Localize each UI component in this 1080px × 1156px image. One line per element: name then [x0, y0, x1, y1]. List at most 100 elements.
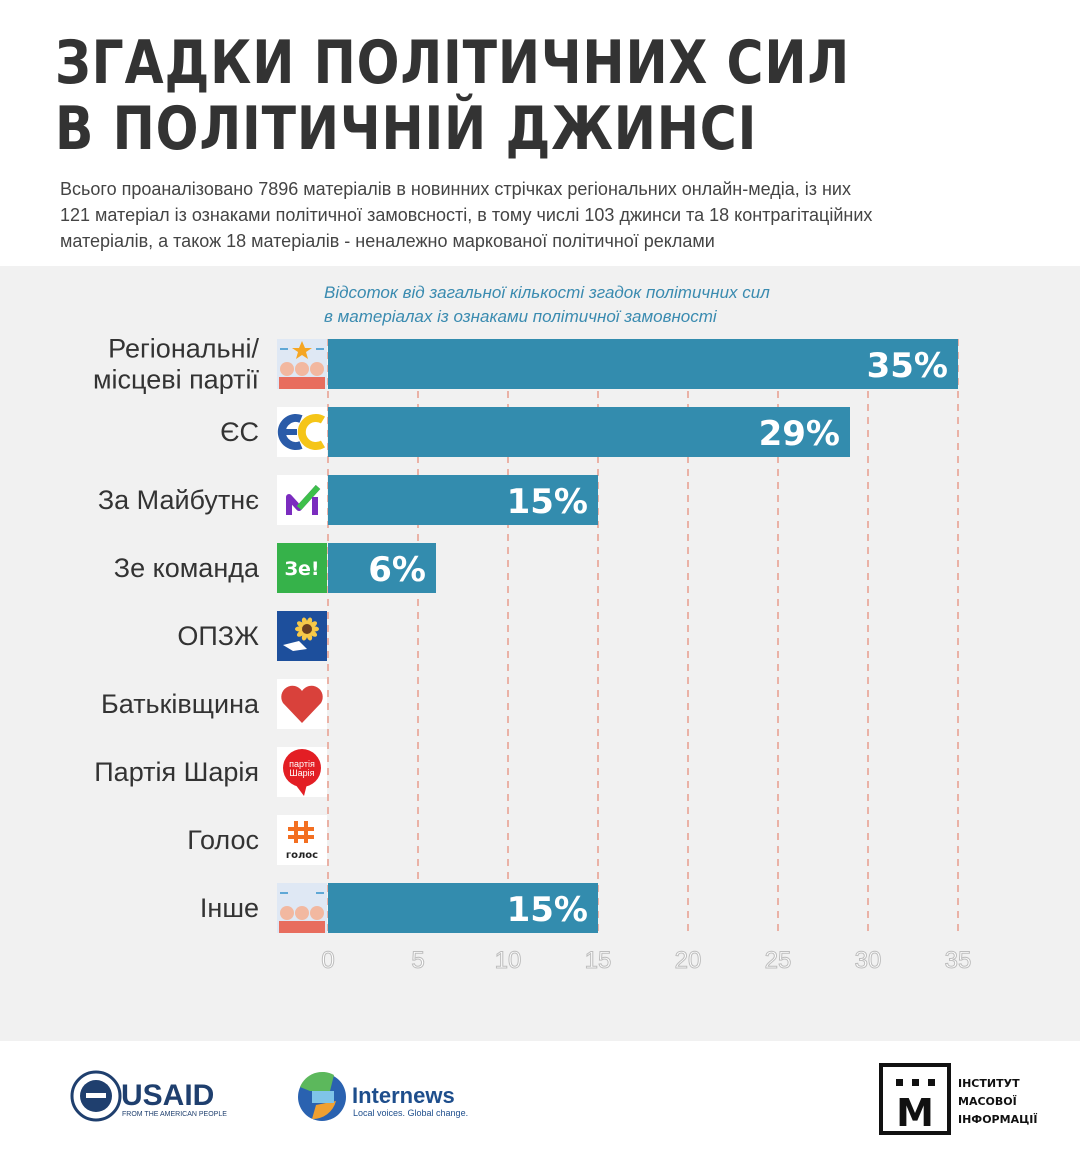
sunflower-petal — [301, 632, 308, 641]
sunflower-petal — [296, 630, 305, 637]
internews-globe-band — [312, 1091, 334, 1103]
internews-tagline: Local voices. Global change. — [353, 1108, 468, 1118]
imi-line-3: ІНФОРМАЦІЇ — [958, 1112, 1037, 1126]
ze-text: Зе! — [284, 558, 319, 580]
people-bodies — [279, 921, 325, 933]
es-logo-icon — [277, 407, 327, 457]
other-party-icon — [277, 883, 327, 933]
usaid-seal-handshake — [86, 1093, 106, 1098]
x-tick-label: 30 — [855, 947, 882, 974]
holos-logo-icon: голос — [277, 815, 327, 865]
person-head — [310, 362, 324, 376]
sunflower-petal — [301, 617, 308, 626]
category-label: Інше — [200, 893, 259, 923]
category-label: ЄС — [220, 417, 259, 447]
sunflower-petal — [296, 621, 305, 628]
za-check-shape — [296, 484, 321, 511]
person-head — [310, 906, 324, 920]
icon-bg — [277, 475, 327, 525]
holos-bar — [304, 821, 308, 843]
person-head — [295, 906, 309, 920]
footer: USAID FROM THE AMERICAN PEOPLE Internews… — [0, 1041, 1080, 1151]
za-m-leg — [312, 497, 318, 515]
sunflower-center — [302, 624, 312, 634]
chart-title-line-2: в матеріалах із ознаками політичної замо… — [324, 307, 717, 326]
chart-title-line-1: Відсоток від загальної кількості згадок … — [324, 283, 770, 302]
x-tick-label: 35 — [945, 947, 972, 974]
x-tick-label: 10 — [495, 947, 522, 974]
za-maibutne-logo-icon — [277, 475, 327, 525]
imi-logo: М ІНСТИТУТ МАСОВОЇ ІНФОРМАЦІЇ — [879, 1063, 1037, 1135]
sunflower-petal — [311, 626, 319, 632]
category-label: За Майбутнє — [98, 485, 259, 515]
star-icon — [292, 341, 312, 359]
opzzh-logo-icon — [277, 611, 327, 661]
es-e-bar — [285, 429, 297, 435]
sunflower-petal — [309, 621, 318, 628]
person-head — [280, 362, 294, 376]
footer-logos: USAID FROM THE AMERICAN PEOPLE Internews… — [70, 1063, 1037, 1135]
bar — [328, 339, 958, 389]
shariia-text-2: Шарія — [289, 768, 314, 778]
subtitle-line-1: Всього проаналізовано 7896 матеріалів в … — [60, 179, 851, 199]
bar-value-label: 35% — [867, 346, 948, 386]
subtitle-line-3: матеріалів, а також 18 матеріалів - нена… — [60, 231, 715, 251]
bar — [328, 543, 436, 593]
bar-chart: 0 5 10 15 20 25 30 35 35% Регіональні/місцеві пар… — [93, 334, 972, 975]
x-tick-label: 0 — [321, 947, 334, 974]
bar — [328, 407, 850, 457]
person-head — [295, 362, 309, 376]
bar-value-label: 6% — [368, 550, 426, 590]
category-label: Регіональні/ — [108, 334, 259, 364]
internews-wordmark: Internews — [352, 1083, 455, 1108]
bar — [328, 883, 598, 933]
category-label: Зе команда — [114, 553, 260, 583]
ze-tile — [277, 543, 327, 593]
imi-line-2: МАСОВОЇ — [958, 1094, 1017, 1108]
usaid-tagline: FROM THE AMERICAN PEOPLE — [122, 1111, 227, 1118]
x-tick-label: 15 — [585, 947, 612, 974]
imi-dot-3 — [928, 1079, 935, 1086]
opzzh-tile — [277, 611, 327, 661]
shariia-bubble — [283, 749, 321, 787]
imi-line-1: ІНСТИТУТ — [958, 1077, 1020, 1090]
imi-logo-box — [879, 1063, 951, 1135]
sunflower-petal — [295, 626, 303, 632]
es-c-shape — [297, 414, 326, 450]
batkivshchyna-heart-icon — [277, 679, 327, 729]
title-line-1: ЗГАДКИ ПОЛІТИЧНИХ СИЛ — [55, 28, 851, 98]
people-bodies — [279, 377, 325, 389]
subtitle: Всього проаналізовано 7896 матеріалів в … — [60, 176, 1060, 254]
bar-value-label: 29% — [759, 414, 840, 454]
internews-globe-orange — [312, 1101, 336, 1120]
subtitle-line-2: 121 матеріал із ознаками політичної замо… — [60, 205, 873, 225]
icon-bg — [277, 815, 327, 865]
sunflower-petal — [306, 632, 313, 641]
holos-bar — [294, 821, 298, 843]
sunflower-petal — [309, 630, 318, 637]
x-tick-label: 20 — [675, 947, 702, 974]
page-title: ЗГАДКИ ПОЛІТИЧНИХ СИЛ В ПОЛІТИЧНІЙ ДЖИНС… — [55, 30, 850, 162]
bar-value-label: 15% — [507, 482, 588, 522]
holos-bar — [288, 827, 314, 831]
person-head — [280, 906, 294, 920]
usaid-logo: USAID FROM THE AMERICAN PEOPLE — [70, 1070, 227, 1122]
category-label: Партія Шарія — [94, 757, 259, 787]
shariia-text-1: партія — [289, 759, 315, 769]
imi-dot-1 — [896, 1079, 903, 1086]
ze-komanda-logo-icon: Зе! — [277, 543, 327, 593]
heart-shape — [281, 685, 323, 723]
dove-shape — [283, 641, 307, 651]
imi-dot-2 — [912, 1079, 919, 1086]
title-line-2: В ПОЛІТИЧНІЙ ДЖИНСІ — [55, 94, 758, 164]
holos-bar — [288, 835, 314, 839]
chart-title: Відсоток від загальної кількості згадок … — [324, 281, 770, 329]
shariia-tail — [295, 784, 307, 796]
bar-value-label: 15% — [507, 890, 588, 930]
es-e-shape — [277, 414, 303, 450]
regional-party-icon — [277, 339, 327, 389]
sunflower-petal — [306, 617, 313, 626]
x-tick-label: 25 — [765, 947, 792, 974]
internews-logo: Internews Local voices. Global change. — [298, 1071, 468, 1121]
